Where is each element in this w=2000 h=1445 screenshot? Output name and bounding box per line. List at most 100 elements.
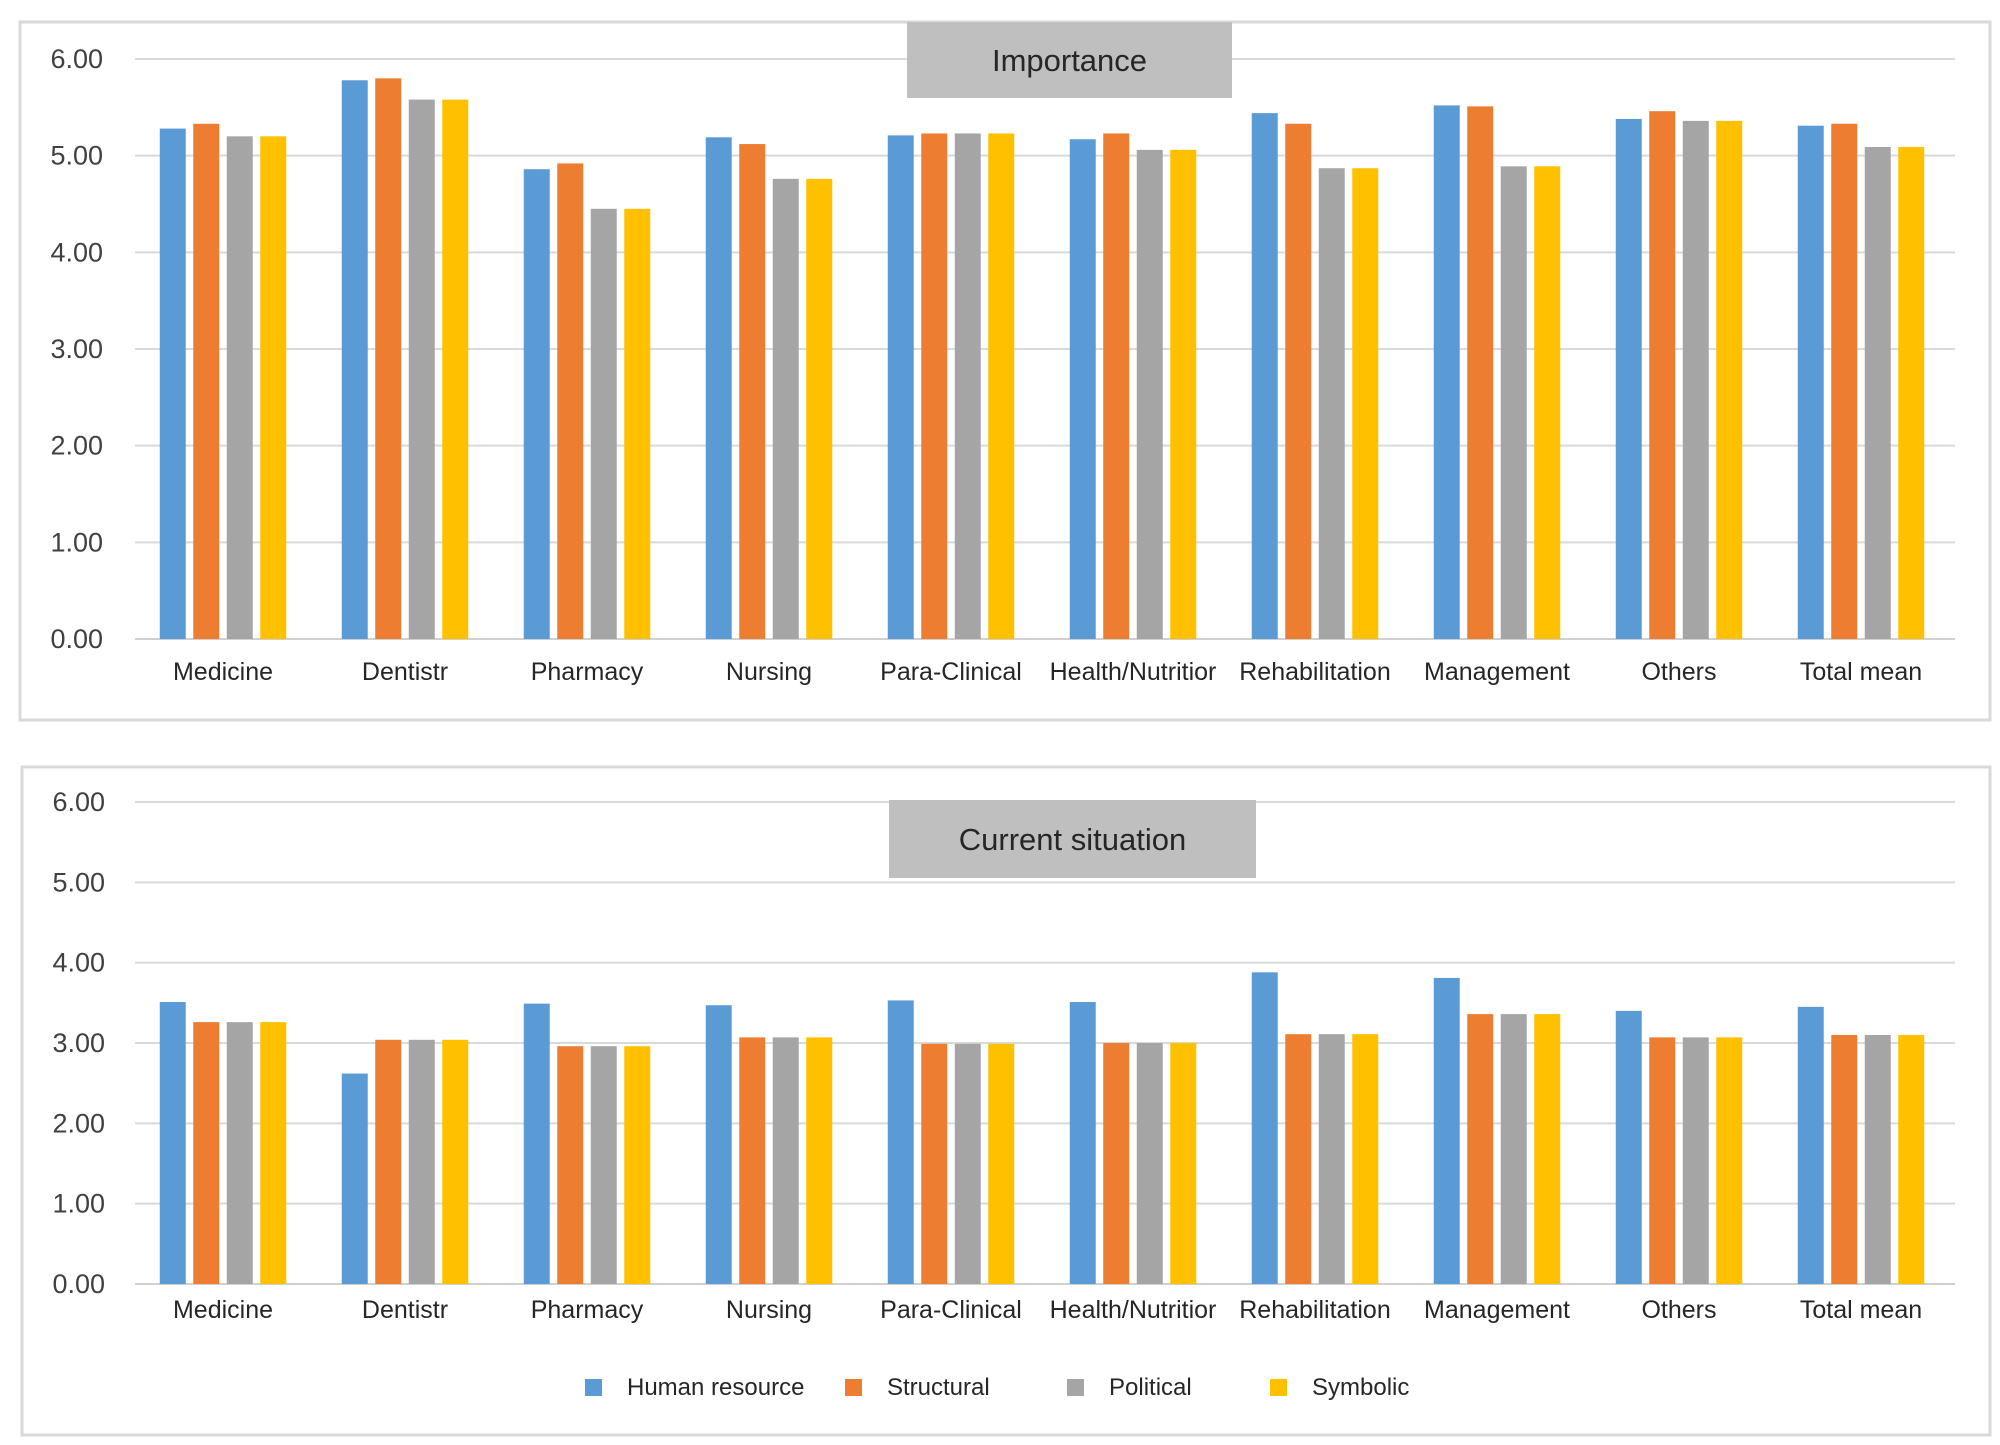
legend-swatch	[585, 1379, 602, 1396]
bar	[557, 163, 584, 639]
y-tick-label: 6.00	[52, 787, 105, 817]
bar	[1136, 1043, 1163, 1284]
x-category-label: Others	[1641, 1296, 1716, 1324]
bar	[739, 144, 766, 640]
bar	[806, 1037, 833, 1284]
bar	[624, 1046, 651, 1284]
bar	[1433, 105, 1460, 639]
y-tick-label: 0.00	[52, 1269, 105, 1299]
y-tick-label: 6.00	[50, 44, 103, 74]
x-category-label: Total mean	[1800, 658, 1922, 686]
bar	[341, 80, 368, 640]
chart-title-box	[907, 22, 1232, 98]
y-tick-label: 3.00	[50, 334, 103, 364]
bar	[1103, 1043, 1130, 1284]
x-category-label: Medicine	[173, 658, 273, 686]
bar	[988, 133, 1015, 639]
bar	[1251, 113, 1278, 640]
bar	[1898, 146, 1925, 639]
bar	[1534, 1014, 1561, 1284]
y-tick-label: 1.00	[50, 527, 103, 557]
x-category-label: Management	[1424, 1296, 1570, 1324]
bar	[1898, 1034, 1925, 1284]
bar	[1352, 1034, 1379, 1284]
legend-swatch	[845, 1379, 862, 1396]
bar	[1136, 149, 1163, 639]
bar	[159, 1002, 186, 1284]
x-category-label: Dentistr	[362, 658, 448, 686]
bar	[260, 136, 287, 640]
bar	[442, 1039, 469, 1284]
bar	[1831, 123, 1858, 640]
bar	[1864, 146, 1891, 639]
chart-panel-1: 0.00 1.00 2.00 3.00 4.00 5.00 6.00 Medicine Dent…	[18, 20, 1992, 722]
x-category-label: Nursing	[726, 1296, 812, 1324]
bar	[1649, 1037, 1676, 1284]
bar	[1797, 1006, 1824, 1284]
bar	[806, 178, 833, 639]
legend-label: Political	[1109, 1374, 1192, 1401]
bar	[590, 1046, 617, 1284]
bar	[1716, 1037, 1743, 1284]
bar	[705, 137, 732, 640]
legend-swatch	[1067, 1379, 1084, 1396]
y-tick-label: 4.00	[50, 237, 103, 267]
bar	[772, 1037, 799, 1284]
bar	[988, 1043, 1015, 1284]
bar	[624, 208, 651, 640]
bar	[954, 133, 981, 639]
x-category-label: Health/Nutritior	[1050, 1296, 1217, 1324]
bar	[159, 128, 186, 639]
bar	[1615, 1010, 1642, 1284]
bar	[1251, 972, 1278, 1284]
bar	[1352, 168, 1379, 639]
legend-item: Symbolic	[1270, 1374, 1409, 1401]
bar	[1797, 125, 1824, 639]
chart-title: Importance	[992, 43, 1147, 78]
x-category-label: Pharmacy	[531, 1296, 644, 1324]
legend-label: Structural	[887, 1374, 990, 1401]
bar	[590, 208, 617, 640]
legend: Human resource Structural Political Symboli…	[585, 1374, 1409, 1401]
bar	[408, 1039, 435, 1284]
bar	[1864, 1034, 1891, 1284]
bar	[375, 1039, 402, 1284]
bar	[523, 169, 550, 639]
bar	[1831, 1034, 1858, 1284]
x-category-label: Health/Nutritior	[1050, 658, 1217, 686]
x-category-label: Medicine	[173, 1296, 273, 1324]
bar	[1500, 166, 1527, 640]
x-category-label: Others	[1641, 658, 1716, 686]
bar	[921, 133, 948, 639]
bar	[954, 1043, 981, 1284]
chart-title-box	[889, 800, 1256, 878]
bar	[193, 123, 220, 640]
x-category-label: Rehabilitation	[1239, 658, 1391, 686]
y-tick-label: 4.00	[52, 948, 105, 978]
x-category-label: Pharmacy	[531, 658, 644, 686]
y-tick-label: 2.00	[52, 1108, 105, 1138]
bar	[1103, 133, 1130, 639]
x-category-label: Management	[1424, 658, 1570, 686]
bar	[772, 178, 799, 639]
y-tick-label: 5.00	[50, 141, 103, 171]
bar	[193, 1022, 220, 1284]
bar	[375, 78, 402, 640]
bar	[408, 99, 435, 640]
bar	[226, 136, 253, 640]
legend-item: Human resource	[585, 1374, 804, 1401]
bar	[1170, 1043, 1197, 1284]
bar	[226, 1022, 253, 1284]
bar	[1500, 1014, 1527, 1284]
bar	[260, 1022, 287, 1284]
bar	[739, 1037, 766, 1284]
legend-item: Political	[1067, 1374, 1192, 1401]
bar	[887, 135, 914, 639]
bar	[1615, 118, 1642, 639]
bar	[1649, 111, 1676, 639]
legend-item: Structural	[845, 1374, 990, 1401]
x-category-label: Total mean	[1800, 1296, 1922, 1324]
legend-swatch	[1270, 1379, 1287, 1396]
x-category-label: Nursing	[726, 658, 812, 686]
y-tick-label: 1.00	[52, 1189, 105, 1219]
